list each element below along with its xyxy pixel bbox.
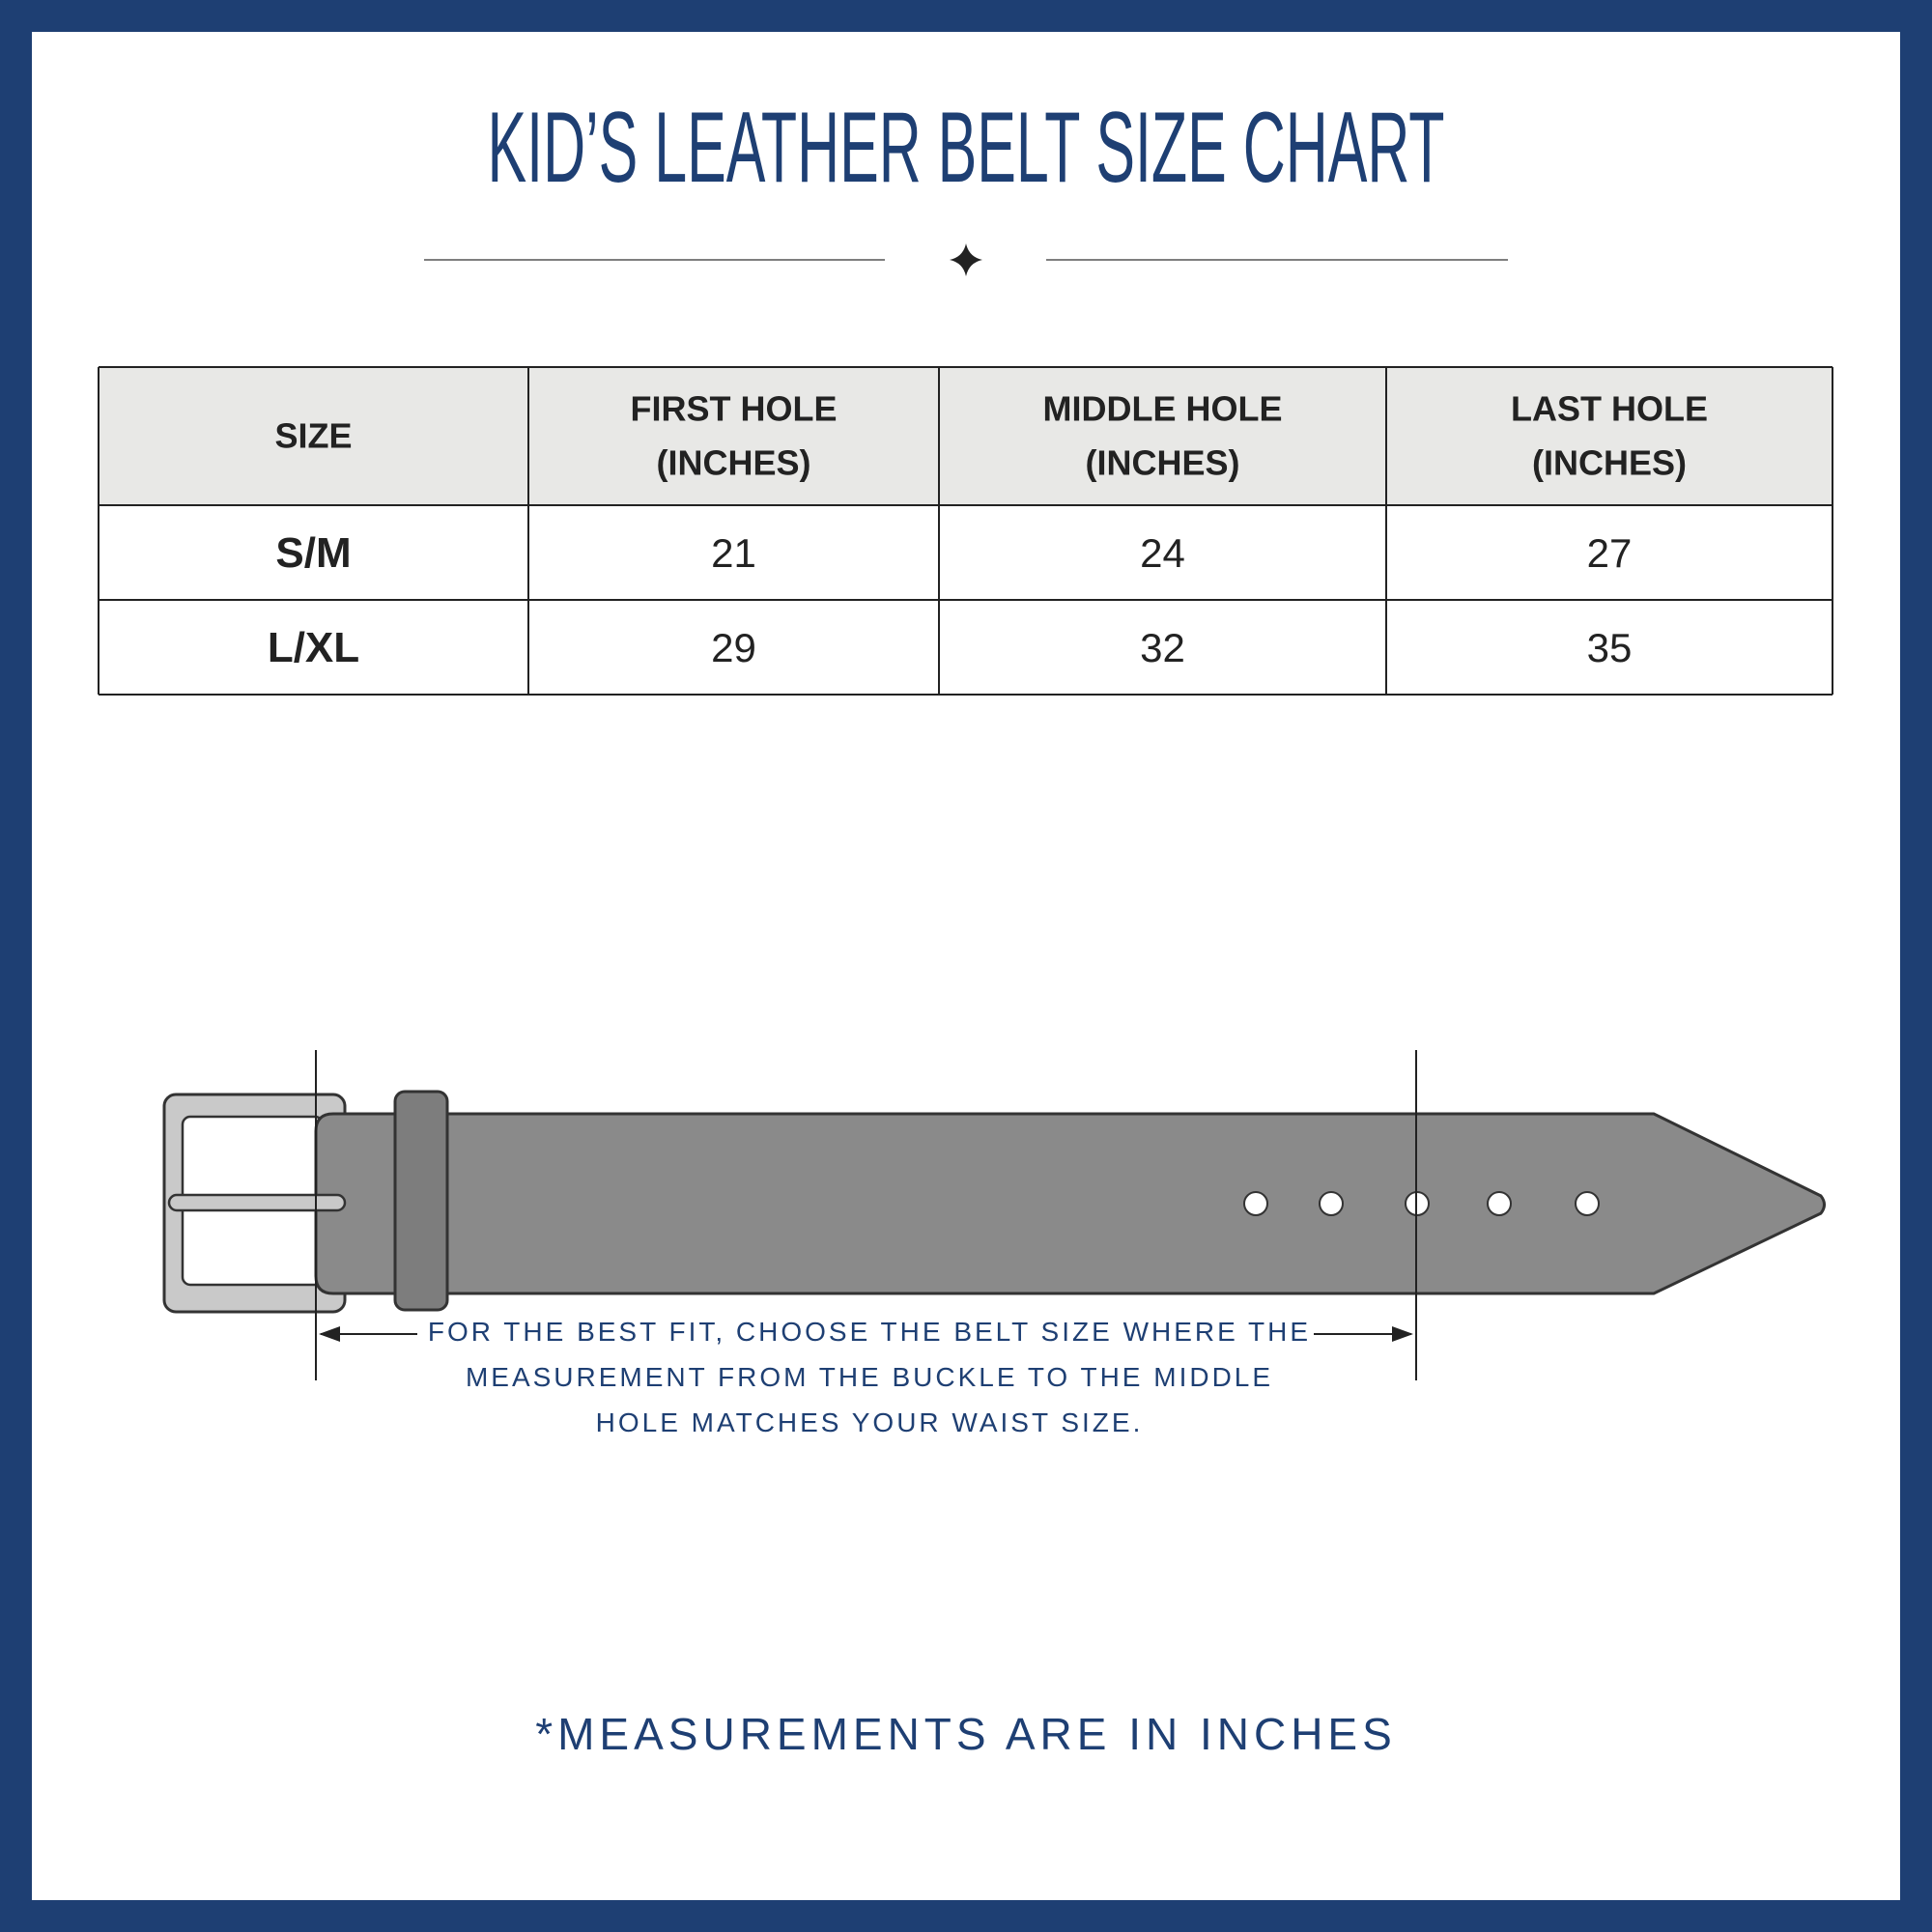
panel <box>32 32 1900 1900</box>
measure-cell: 24 <box>1140 530 1185 576</box>
measure-cell: 21 <box>711 530 756 576</box>
belt-hole <box>1243 1191 1268 1216</box>
arrow-head <box>1392 1326 1413 1342</box>
belt-keeper <box>393 1090 449 1312</box>
title: KID’S LEATHER BELT SIZE CHART <box>488 92 1445 204</box>
buckle-prong <box>167 1193 347 1212</box>
header-cell: MIDDLE HOLE <box>1043 389 1283 429</box>
header-cell: (INCHES) <box>1086 443 1240 483</box>
belt-illustration <box>162 1050 1826 1380</box>
header-cell: (INCHES) <box>657 443 811 483</box>
belt-hole <box>1487 1191 1512 1216</box>
size-table: SIZE FIRST HOLE (INCHES) MIDDLE HOLE (INCHES… <box>98 366 1833 696</box>
header-cell: FIRST HOLE <box>631 389 838 429</box>
belt-strap <box>314 1112 1826 1295</box>
header-cell: SIZE <box>274 416 352 456</box>
size-cell: S/M <box>275 529 351 577</box>
arrow-head <box>319 1326 340 1342</box>
measure-cell: 29 <box>711 625 756 670</box>
belt-hole <box>1319 1191 1344 1216</box>
star-ornament <box>950 243 982 276</box>
header-cell: LAST HOLE <box>1511 389 1708 429</box>
belt-hole <box>1575 1191 1600 1216</box>
size-cell: L/XL <box>268 624 359 671</box>
header-background <box>99 367 1833 505</box>
fit-note: FOR THE BEST FIT, CHOOSE THE BELT SIZE W… <box>427 1317 1312 1437</box>
footer-note: *MEASUREMENTS ARE IN INCHES <box>535 1709 1397 1759</box>
header-cell: (INCHES) <box>1532 443 1687 483</box>
measure-cell: 32 <box>1140 625 1185 670</box>
measure-cell: 27 <box>1587 530 1633 576</box>
measure-cell: 35 <box>1587 625 1633 670</box>
